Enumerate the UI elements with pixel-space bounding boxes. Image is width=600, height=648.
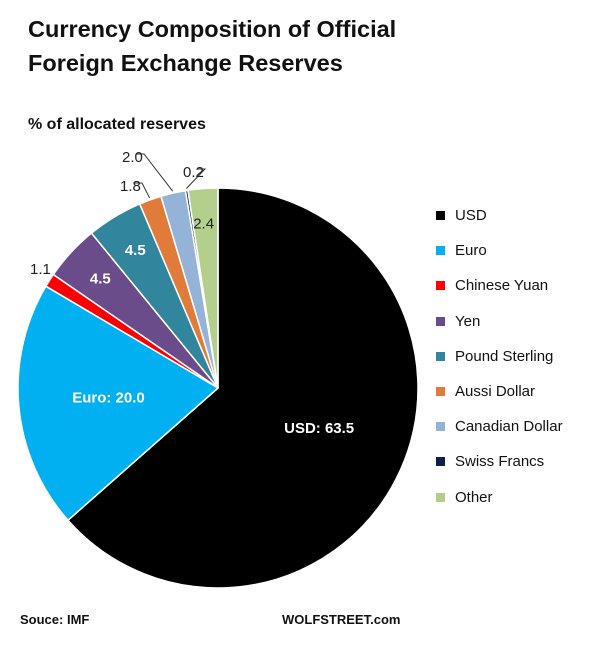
legend-item-yen: Yen [436,304,563,339]
legend: USD Euro Chinese Yuan Yen Pound Sterling Auss… [436,198,563,515]
legend-label: Aussi Dollar [455,383,536,401]
data-label-chinese-yuan: 1.1 [30,261,51,278]
legend-label: Swiss Francs [455,453,545,471]
legend-swatch [436,281,445,291]
legend-label: Pound Sterling [455,347,554,365]
legend-swatch [436,492,445,502]
leader-line-canadian-dollar [136,153,174,192]
chart-title-line-2: Foreign Exchange Reserves [28,50,343,76]
legend-label: USD [455,207,487,225]
data-label-canadian-dollar: 2.0 [122,149,143,166]
data-label-aussi-dollar: 1.8 [120,178,141,195]
legend-item-chinese-yuan: Chinese Yuan [436,268,563,303]
legend-item-usd: USD [436,198,563,233]
legend-swatch [436,246,445,256]
pie-slice-usd [66,187,419,589]
legend-item-pound-sterling: Pound Sterling [436,339,563,374]
source-note: Souce: IMF [20,612,90,627]
leader-line-aussi-dollar [134,182,151,199]
pie-slice-other [187,187,219,389]
legend-swatch [436,211,445,221]
legend-swatch [436,457,445,467]
chart-subtitle: % of allocated reserves [28,116,206,133]
pie-slice-euro [17,285,220,522]
legend-swatch [436,387,445,397]
legend-label: Euro [455,242,487,260]
legend-label: Canadian Dollar [455,418,563,436]
legend-label: Yen [455,312,481,330]
legend-item-other: Other [436,480,563,515]
site-credit: WOLFSTREET.com [282,612,401,627]
legend-swatch [436,316,445,326]
chart-title-line-1: Currency Composition of Official [28,16,397,42]
data-label-pound-sterling: 4.5 [125,242,146,259]
legend-label: Other [455,488,493,506]
data-label-swiss-francs: 0.2 [183,164,204,181]
chart-title: Currency Composition of Official Foreign… [28,12,396,80]
legend-label: Chinese Yuan [455,277,549,295]
legend-swatch [436,351,445,361]
data-label-euro: Euro: 20.0 [72,389,145,406]
leader-line-swiss-francs [186,168,207,189]
data-label-other: 2.4 [193,215,214,232]
legend-swatch [436,422,445,432]
data-label-yen: 4.5 [90,271,111,288]
legend-item-euro: Euro [436,233,563,268]
legend-item-aussi-dollar: Aussi Dollar [436,374,563,409]
legend-item-canadian-dollar: Canadian Dollar [436,409,563,444]
legend-item-swiss-francs: Swiss Francs [436,444,563,479]
data-label-usd: USD: 63.5 [284,420,354,437]
